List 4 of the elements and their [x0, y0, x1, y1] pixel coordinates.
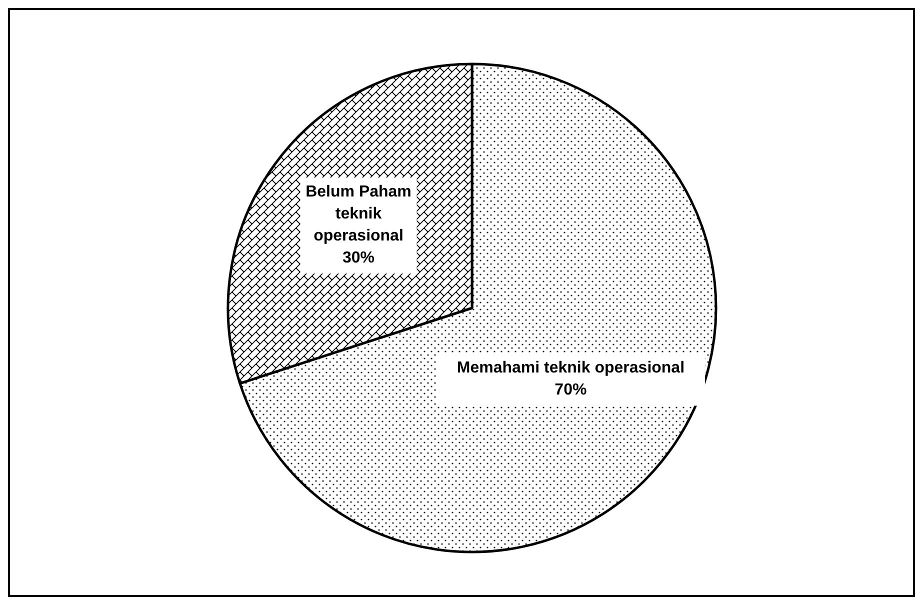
slice-label: Belum Paham teknik operasional: [306, 184, 412, 245]
data-label: 70%: [554, 382, 587, 399]
data-label: 30%: [342, 250, 375, 267]
slice-label: Memahami teknik operasional: [456, 360, 685, 377]
